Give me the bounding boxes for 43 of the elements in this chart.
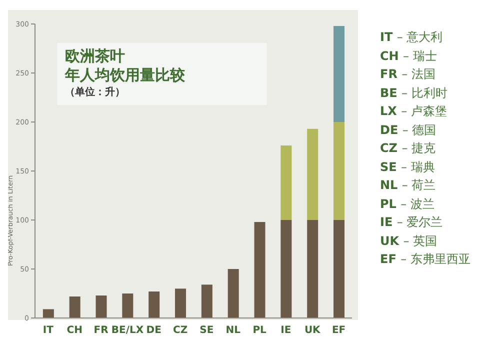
bar [280,146,292,220]
bar [334,122,345,220]
x-tick-label: IE [280,325,292,336]
bar [254,222,266,318]
bar [334,26,345,122]
bar [69,296,80,318]
x-tick-label: CH [66,325,82,336]
x-tick-label: FR [94,325,109,336]
x-tick-label: DE [146,325,162,336]
x-tick-label: EF [332,325,346,336]
text: UK – 英国 [380,232,438,250]
text: FR – 法国 [380,66,436,83]
x-tick-label: NL [226,325,242,336]
bar [201,284,212,318]
bar [148,292,160,318]
text: DE – 德国 [380,122,438,138]
text: NL – 荷兰 [380,177,437,194]
bar [307,220,318,318]
text: CZ – 捷克 [380,140,437,157]
x-tick-label: BE/LX [111,325,144,336]
x-tick-label: PL [252,325,268,336]
text: IT – 意大利 [380,29,444,46]
bar [96,295,107,318]
bar [307,128,318,220]
bar [334,220,345,318]
text: PL – 波兰 [380,196,436,212]
x-tick-label: UK [304,325,322,336]
text-box: 欧洲茶叶 年人均饮用量比较 （单位：升） [57,43,267,105]
text: SE – 瑞典 [380,158,436,176]
text: CH – 瑞士 [380,48,438,64]
text: EF – 东弗里西亚 [380,251,470,268]
x-tick-label: SE [200,325,214,336]
text: IE – 爱尔兰 [380,214,444,231]
text: LX – 卢森堡 [380,103,448,120]
bar [42,309,54,318]
x-tick-label: IT [42,325,54,336]
bar [175,288,186,318]
bar [122,294,134,318]
bar [228,269,239,318]
x-tick-label: CZ [172,325,188,336]
bar [280,220,292,318]
annotation: （单位：升） [65,86,126,99]
text: BE – 比利时 [380,84,448,102]
